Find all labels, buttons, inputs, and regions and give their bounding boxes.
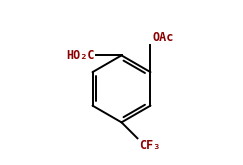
Text: OAc: OAc [153,31,174,44]
Text: HO₂C: HO₂C [66,49,94,62]
Text: CF₃: CF₃ [139,139,160,152]
